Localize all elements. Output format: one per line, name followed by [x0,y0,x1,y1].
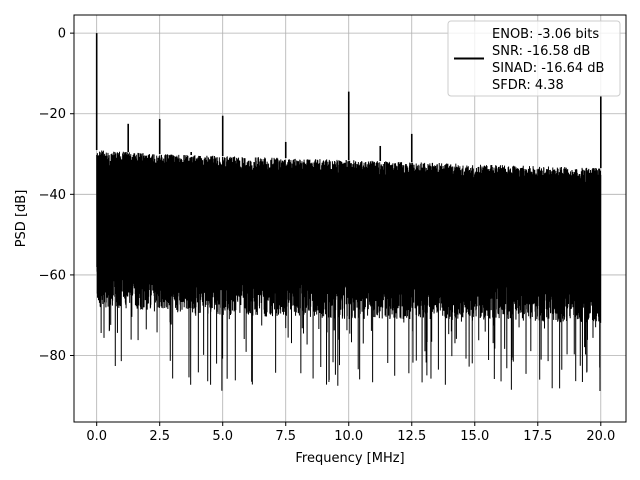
series-layer [95,33,602,391]
x-tick-label: 17.5 [523,429,552,444]
x-tick-label: 7.5 [275,429,296,444]
psd-trace [96,150,602,391]
y-axis-ticks: 0 −20 −40 −60 −80 [39,27,74,364]
x-tick-label: 2.5 [149,429,170,444]
legend: ENOB: -3.06 bits SNR: -16.58 dB SINAD: -… [447,20,621,97]
legend-sfdr: SFDR: 4.38 [492,78,564,93]
axes-frame [73,14,627,423]
y-axis-label: PSD [dB] [14,190,29,248]
legend-sinad: SINAD: -16.64 dB [492,61,604,76]
x-tick-label: 20.0 [586,429,615,444]
x-axis-label: Frequency [MHz] [295,451,404,466]
legend-enob: ENOB: -3.06 bits [492,27,599,42]
x-axis-ticks: 0.0 2.5 5.0 7.5 10.0 12.5 15.0 17.5 20.0 [86,422,615,444]
x-tick-label: 12.5 [397,429,426,444]
y-tick-label: 0 [58,27,66,42]
x-tick-label: 5.0 [212,429,233,444]
x-tick-label: 0.0 [86,429,107,444]
y-tick-label: −60 [39,268,66,283]
y-tick-label: −20 [39,107,66,122]
x-tick-label: 10.0 [334,429,363,444]
x-tick-label: 15.0 [460,429,489,444]
legend-snr: SNR: -16.58 dB [492,44,590,59]
y-tick-label: −80 [39,349,66,364]
legend-box [447,20,621,97]
y-tick-label: −40 [39,188,66,203]
plot-area [95,33,602,391]
